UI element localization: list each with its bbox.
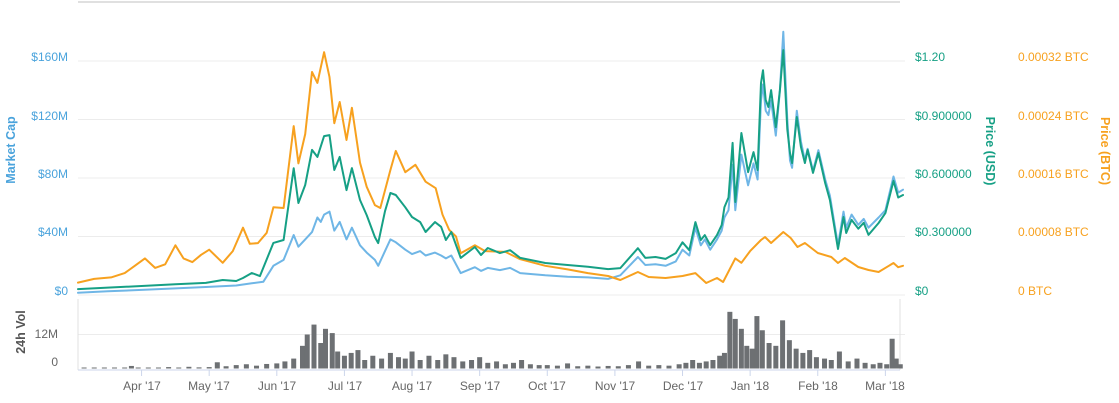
price-btc-tick: 0.00008 BTC	[1018, 225, 1089, 239]
market-cap-tick: $120M	[31, 109, 68, 123]
x-axis-label: Nov '17	[594, 379, 636, 393]
x-axis-label: Feb '18	[798, 379, 838, 393]
price-btc-tick: 0.00024 BTC	[1018, 109, 1089, 123]
axis-title-market-cap: Market Cap	[4, 116, 18, 184]
x-axis-label: Jan '18	[730, 379, 770, 393]
x-axis-label: Aug '17	[391, 379, 433, 393]
axis-title-price-btc: Price (BTC)	[1098, 116, 1112, 186]
price-btc-tick: 0.00032 BTC	[1018, 50, 1089, 64]
volume-tick: 12M	[34, 327, 58, 341]
price-usd-tick: $0.300000	[915, 225, 972, 239]
x-axis-label: Jun '17	[257, 379, 297, 393]
market-cap-tick: $0	[54, 284, 68, 298]
x-axis-label: Apr '17	[123, 379, 161, 393]
price-btc-tick: 0.00016 BTC	[1018, 167, 1089, 181]
volume-tick: 0	[51, 355, 58, 369]
x-axis-label: Oct '17	[528, 379, 566, 393]
market-cap-tick: $160M	[31, 50, 68, 64]
price-usd-tick: $0	[915, 284, 929, 298]
axis-title-price-usd: Price (USD)	[983, 116, 997, 186]
x-axis-label: Dec '17	[662, 379, 704, 393]
axis-title-24h-vol: 24h Vol	[14, 310, 28, 354]
x-axis-label: Mar '18	[865, 379, 905, 393]
price-usd-tick: $0.900000	[915, 109, 972, 123]
x-axis-label: Jul '17	[327, 379, 363, 393]
x-axis-label: Sep '17	[459, 379, 501, 393]
price-usd-tick: $1.20	[915, 50, 946, 64]
price-btc-tick: 0 BTC	[1018, 284, 1053, 298]
price-usd-tick: $0.600000	[915, 167, 972, 181]
market-cap-tick: $80M	[37, 167, 68, 181]
market-cap-tick: $40M	[37, 225, 68, 239]
x-axis-label: May '17	[188, 379, 230, 393]
